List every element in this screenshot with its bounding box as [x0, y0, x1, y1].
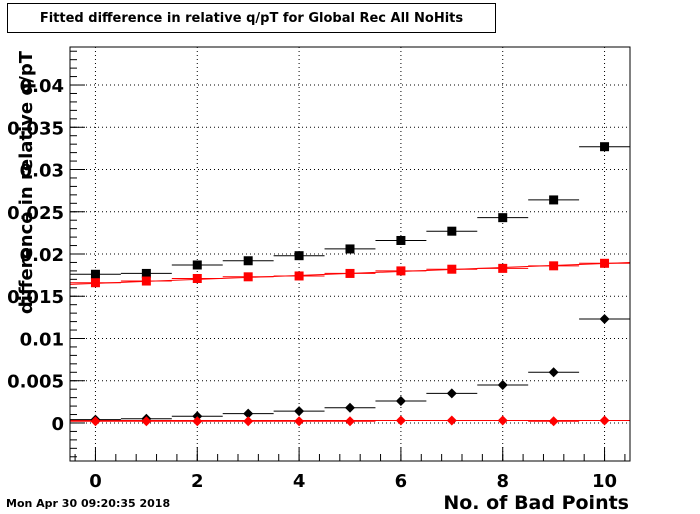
y-tick-label: 0.01 [20, 329, 64, 350]
square-marker [90, 278, 100, 288]
diamond-marker [243, 416, 254, 427]
diamond-marker [243, 408, 254, 419]
square-marker [498, 263, 508, 273]
square-marker [141, 276, 151, 286]
square-marker [549, 261, 559, 271]
square-marker [243, 272, 253, 282]
square-marker [396, 235, 406, 245]
y-tick-label: 0.005 [7, 372, 64, 393]
diamond-marker [497, 415, 508, 426]
diamond-marker [294, 406, 305, 417]
square-marker [294, 251, 304, 261]
chart-title: Fitted difference in relative q/pT for G… [7, 3, 496, 33]
diamond-marker [345, 416, 355, 427]
tick-labels: 0 2 4 6 8 10 0 0.005 0.01 0.015 0.02 0.025 0.03 0.035… [7, 76, 617, 492]
square-marker [141, 268, 151, 278]
y-tick-label: 0.025 [7, 203, 64, 224]
diamond-marker [192, 416, 203, 427]
data-markers [90, 142, 610, 427]
x-tick-label: 2 [191, 471, 204, 492]
diamond-marker [446, 388, 457, 399]
square-marker [447, 226, 457, 236]
square-marker [192, 260, 202, 270]
diamond-marker [548, 367, 559, 378]
axis-ticks [70, 50, 626, 461]
diamond-marker [446, 415, 457, 426]
x-axis-label: No. of Bad Points [443, 492, 629, 514]
diamond-marker [395, 396, 406, 407]
x-tick-label: 4 [293, 471, 306, 492]
y-axis-label: difference in relative q/pT [16, 50, 37, 314]
diamond-marker [294, 416, 305, 427]
square-marker [294, 271, 304, 281]
y-tick-label: 0.015 [7, 287, 64, 308]
diamond-marker [345, 402, 355, 413]
square-marker [600, 258, 610, 268]
diamond-marker [599, 314, 610, 325]
square-marker [345, 268, 355, 278]
diamond-marker [497, 379, 508, 390]
grid-lines [70, 47, 630, 461]
square-marker [447, 264, 457, 274]
square-marker [90, 269, 100, 279]
y-tick-label: 0.03 [20, 161, 64, 182]
diamond-marker [599, 415, 610, 426]
diamond-marker [141, 416, 152, 427]
y-tick-label: 0 [51, 414, 64, 435]
fit-lines [69, 261, 631, 421]
diamond-marker [90, 416, 101, 427]
square-marker [600, 142, 610, 152]
square-marker [345, 244, 355, 254]
y-tick-label: 0.04 [20, 76, 64, 97]
error-bars [70, 146, 630, 422]
x-tick-label: 8 [496, 471, 509, 492]
square-marker [498, 213, 508, 223]
diamond-marker [548, 416, 559, 427]
square-marker [192, 274, 202, 284]
square-marker [549, 195, 559, 205]
x-tick-label: 6 [395, 471, 408, 492]
y-tick-label: 0.02 [20, 245, 64, 266]
square-marker [396, 266, 406, 276]
y-tick-label: 0.035 [7, 118, 64, 139]
square-marker [243, 256, 253, 266]
diamond-marker [395, 415, 406, 426]
x-tick-label: 10 [592, 471, 617, 492]
footer-timestamp: Mon Apr 30 09:20:35 2018 [6, 497, 171, 510]
x-tick-label: 0 [89, 471, 102, 492]
diamond-marker [192, 411, 203, 422]
